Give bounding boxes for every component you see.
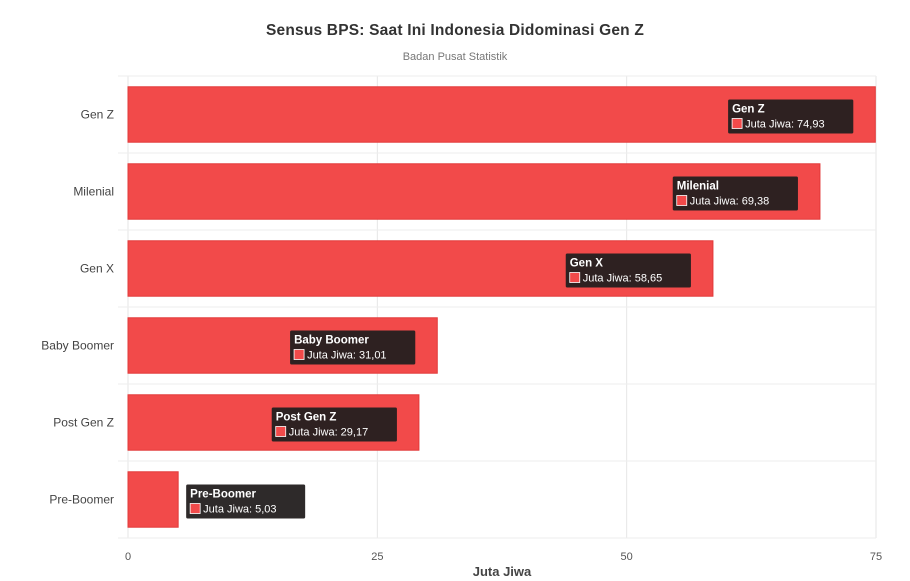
data-label-swatch <box>731 118 743 129</box>
data-label-title: Gen Z <box>732 104 765 116</box>
data-label-swatch <box>569 272 581 283</box>
data-label-value: Juta Jiwa: 29,17 <box>289 427 369 439</box>
data-label-value: Juta Jiwa: 31,01 <box>307 350 387 362</box>
x-tick-label: 0 <box>125 551 131 563</box>
data-label-swatch <box>293 349 305 360</box>
x-tick-label: 25 <box>371 551 383 563</box>
data-label-box <box>271 407 397 442</box>
data-label-box <box>565 253 691 288</box>
x-axis-title: Juta Jiwa <box>473 564 532 579</box>
data-label-title: Post Gen Z <box>276 412 337 424</box>
data-label-title: Gen X <box>570 258 604 270</box>
x-tick-label: 50 <box>621 551 633 563</box>
y-tick-label: Baby Boomer <box>41 339 114 353</box>
y-tick-label: Gen Z <box>81 108 114 122</box>
y-tick-label: Milenial <box>73 185 114 199</box>
data-label-value: Juta Jiwa: 74,93 <box>745 119 825 131</box>
data-label-swatch <box>676 195 688 206</box>
data-label-title: Milenial <box>677 181 719 193</box>
data-label-title: Baby Boomer <box>294 335 369 347</box>
chart-subtitle: Badan Pusat Statistik <box>402 51 508 63</box>
x-tick-label: 75 <box>870 551 882 563</box>
data-label-swatch <box>275 426 287 437</box>
y-tick-label: Gen X <box>80 262 114 276</box>
y-tick-label: Post Gen Z <box>53 416 114 430</box>
data-label-value: Juta Jiwa: 5,03 <box>203 504 276 516</box>
data-label-box <box>728 99 854 134</box>
data-label-value: Juta Jiwa: 69,38 <box>690 196 770 208</box>
chart-title: Sensus BPS: Saat Ini Indonesia Didominas… <box>265 22 645 39</box>
bar[interactable] <box>127 471 179 528</box>
y-tick-label: Pre-Boomer <box>49 493 114 507</box>
data-label-value: Juta Jiwa: 58,65 <box>583 273 663 285</box>
data-label-box <box>186 484 306 519</box>
data-label-swatch <box>189 503 201 514</box>
data-label-box <box>672 176 798 211</box>
data-label-title: Pre-Boomer <box>190 489 256 501</box>
data-label-box <box>290 330 416 365</box>
